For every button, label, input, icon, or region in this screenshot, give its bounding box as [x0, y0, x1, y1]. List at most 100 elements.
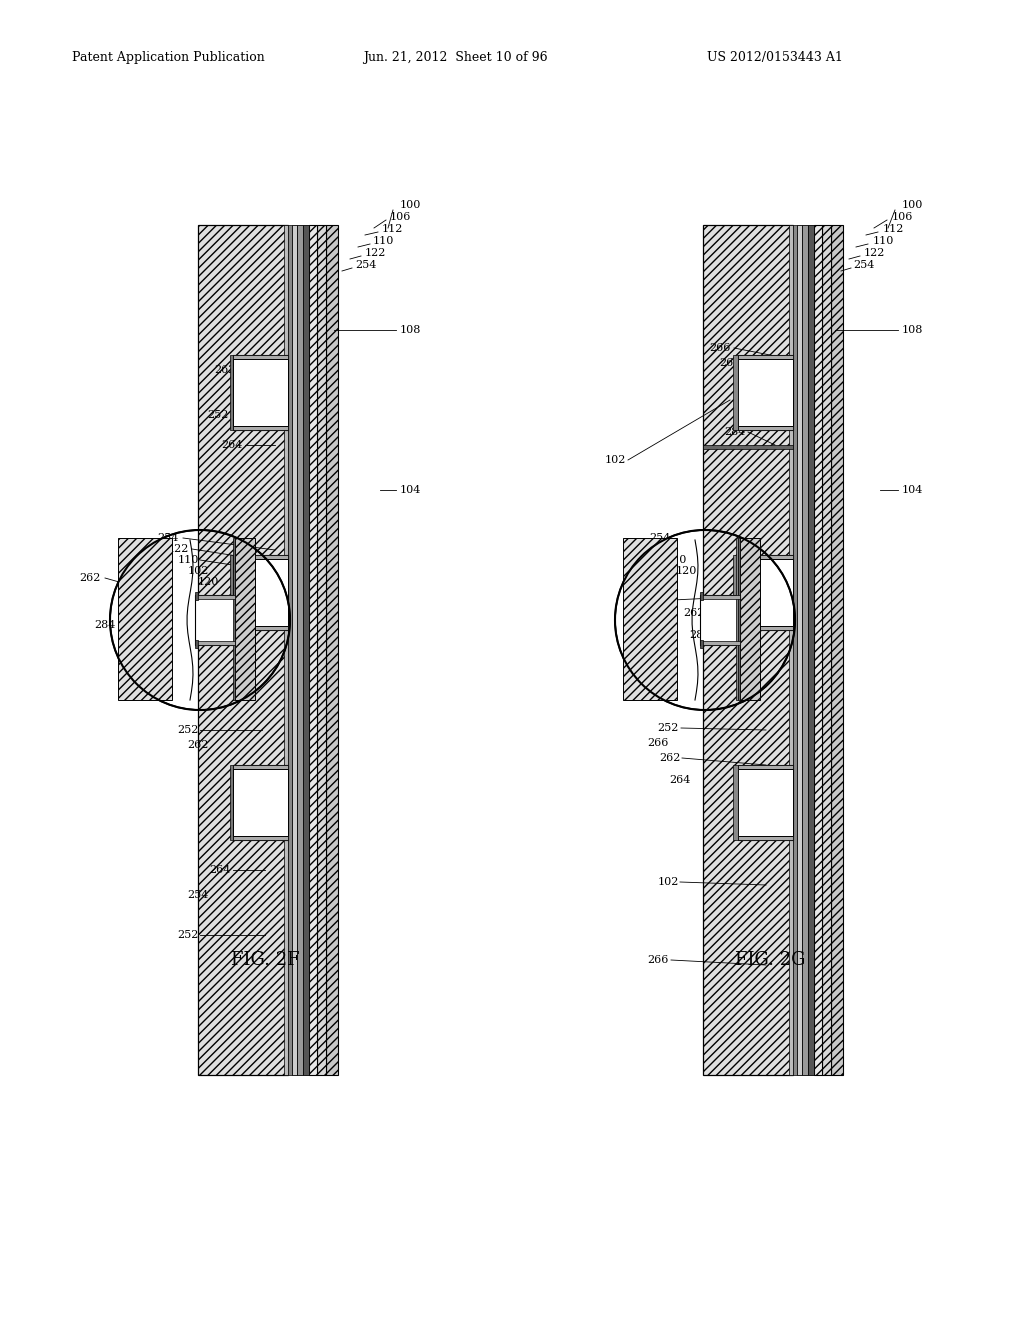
Text: 252: 252 — [657, 723, 679, 733]
Text: 122: 122 — [365, 248, 386, 257]
Bar — [738, 355, 793, 430]
Bar — [233, 355, 288, 430]
Text: 266: 266 — [649, 595, 671, 605]
Bar — [797, 224, 802, 1074]
Text: 264: 264 — [209, 865, 230, 875]
Bar — [292, 224, 297, 1074]
Bar — [284, 224, 288, 1074]
Bar — [703, 224, 793, 1074]
Bar — [738, 770, 793, 836]
Bar — [233, 766, 288, 840]
Bar — [118, 539, 172, 700]
Bar — [738, 355, 793, 359]
Text: 102: 102 — [604, 455, 626, 465]
Text: 262: 262 — [187, 741, 209, 750]
Bar — [195, 640, 198, 648]
Bar — [736, 539, 738, 700]
Bar — [733, 355, 738, 430]
Bar — [814, 224, 822, 1074]
Bar — [700, 595, 740, 645]
Bar — [733, 766, 738, 840]
Text: 120: 120 — [675, 566, 696, 576]
Bar — [195, 595, 234, 645]
Bar — [802, 224, 808, 1074]
Text: 122: 122 — [657, 544, 679, 554]
Bar — [198, 224, 288, 1074]
Bar — [738, 539, 740, 700]
Bar — [808, 224, 814, 1074]
Text: 254: 254 — [158, 533, 178, 543]
Text: 254: 254 — [355, 260, 377, 271]
Bar — [297, 224, 303, 1074]
Bar — [738, 426, 793, 430]
Bar — [317, 224, 326, 1074]
Text: 112: 112 — [883, 224, 904, 234]
Bar — [233, 359, 288, 426]
Bar — [700, 591, 703, 601]
Text: 108: 108 — [901, 325, 923, 335]
Text: 266: 266 — [647, 738, 669, 748]
Text: 102: 102 — [657, 876, 679, 887]
Text: Jun. 21, 2012  Sheet 10 of 96: Jun. 21, 2012 Sheet 10 of 96 — [362, 51, 547, 65]
Bar — [288, 224, 292, 1074]
Text: 104: 104 — [399, 484, 421, 495]
Text: 104: 104 — [901, 484, 923, 495]
Bar — [623, 539, 677, 700]
Text: 262: 262 — [683, 609, 705, 618]
Bar — [233, 766, 288, 770]
Bar — [700, 595, 740, 599]
Bar — [233, 558, 288, 626]
Bar — [233, 626, 288, 630]
Bar — [738, 836, 793, 840]
Bar — [738, 554, 793, 558]
Text: 254: 254 — [853, 260, 874, 271]
Text: 110: 110 — [177, 554, 199, 565]
Bar — [700, 642, 740, 645]
Text: 110: 110 — [872, 236, 894, 246]
Bar — [303, 224, 309, 1074]
Text: 266: 266 — [647, 954, 669, 965]
Text: FIG. 2G: FIG. 2G — [735, 950, 805, 969]
Text: 284: 284 — [724, 426, 745, 437]
Bar — [738, 558, 793, 626]
Bar — [822, 224, 831, 1074]
Bar — [326, 224, 338, 1074]
Text: 254: 254 — [187, 890, 209, 900]
Text: 262: 262 — [659, 752, 681, 763]
Text: 262: 262 — [719, 358, 740, 368]
Text: Patent Application Publication: Patent Application Publication — [72, 51, 264, 65]
Bar — [233, 554, 288, 558]
Bar — [740, 539, 760, 700]
Bar — [233, 539, 234, 700]
Bar — [233, 770, 288, 836]
Text: US 2012/0153443 A1: US 2012/0153443 A1 — [707, 51, 843, 65]
Bar — [234, 539, 255, 700]
Text: 110: 110 — [373, 236, 393, 246]
Bar — [195, 642, 234, 645]
Bar — [233, 836, 288, 840]
Text: FIG. 2F: FIG. 2F — [230, 950, 299, 969]
Bar — [233, 554, 288, 630]
Bar — [230, 554, 233, 630]
Bar — [790, 224, 793, 1074]
Bar — [738, 359, 793, 426]
Text: 110: 110 — [666, 554, 687, 565]
Bar — [793, 224, 797, 1074]
Bar — [738, 766, 793, 770]
Text: 264: 264 — [221, 440, 243, 450]
Bar — [700, 640, 703, 648]
Bar — [309, 224, 317, 1074]
Text: 284: 284 — [689, 630, 711, 640]
Bar — [738, 554, 793, 630]
Bar — [738, 626, 793, 630]
Bar — [733, 554, 738, 630]
Text: 120: 120 — [198, 577, 219, 587]
Bar — [738, 766, 793, 840]
Text: 254: 254 — [649, 533, 671, 543]
Text: 262: 262 — [214, 366, 236, 375]
Text: 122: 122 — [863, 248, 885, 257]
Text: 102: 102 — [187, 566, 209, 576]
Text: 266: 266 — [710, 343, 731, 352]
Bar — [230, 766, 233, 840]
Text: 284: 284 — [94, 620, 116, 630]
